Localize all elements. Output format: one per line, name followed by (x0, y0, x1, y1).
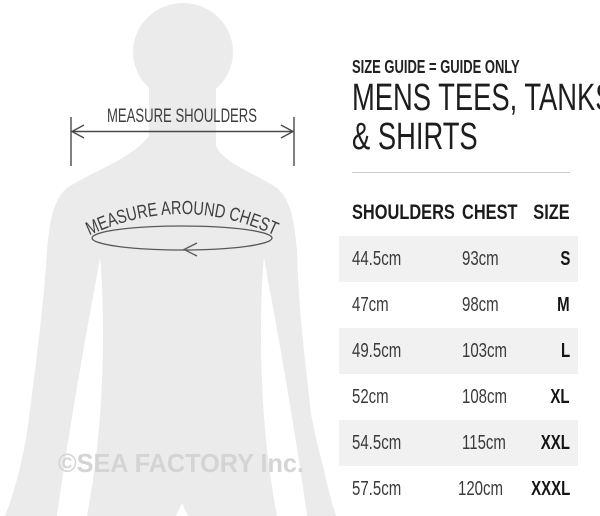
shoulders-value: 52cm (352, 385, 389, 408)
size-table-header: SHOULDERS CHEST SIZE (339, 190, 578, 235)
size-value: XL (550, 385, 570, 408)
size-value: S (559, 247, 570, 270)
shoulders-value: 54.5cm (352, 431, 402, 454)
shoulders-value: 44.5cm (352, 247, 402, 270)
chest-value: 98cm (462, 293, 499, 316)
chest-value: 103cm (462, 339, 508, 362)
chest-measure-ellipse (91, 225, 273, 257)
chest-value: 120cm (457, 477, 503, 500)
watermark-text: ©SEA FACTORY Inc. (58, 448, 304, 478)
chest-value: 93cm (462, 247, 499, 270)
head-silhouette (133, 3, 233, 101)
table-row-xxl: 54.5cm 115cm XXL (339, 420, 578, 466)
guide-eyebrow-text: SIZE GUIDE = GUIDE ONLY (352, 57, 520, 77)
column-header-size: SIZE (533, 200, 570, 224)
page-title-line2: & SHIRTS (352, 116, 478, 158)
measurement-figure: ©SEA FACTORY Inc. MEASURE SHOULDERS MEAS… (5, 3, 336, 516)
column-header-chest: CHEST (462, 200, 518, 224)
shoulders-value: 47cm (352, 293, 389, 316)
guide-eyebrow: SIZE GUIDE = GUIDE ONLY (352, 57, 585, 78)
column-header-shoulders: SHOULDERS (352, 200, 455, 224)
chest-value: 115cm (462, 431, 506, 454)
page-title: MENS TEES, TANKS & SHIRTS (352, 79, 600, 157)
size-value: XXXL (530, 477, 570, 500)
shoulders-value: 49.5cm (352, 339, 402, 362)
title-divider (352, 172, 570, 173)
measure-shoulders-label: MEASURE SHOULDERS (107, 106, 257, 127)
table-row-s: 44.5cm 93cm S (339, 236, 578, 282)
page-title-line1: MENS TEES, TANKS (352, 77, 600, 119)
size-table-body: 44.5cm 93cm S 47cm 98cm M 49.5cm 103cm L… (339, 236, 578, 512)
table-row-xxxl: 57.5cm 120cm XXXL (339, 466, 578, 512)
shoulder-measure-arrow (70, 117, 295, 166)
size-guide-panel: SIZE GUIDE = GUIDE ONLY MENS TEES, TANKS… (339, 0, 600, 516)
size-value: M (557, 293, 570, 316)
table-row-xl: 52cm 108cm XL (339, 374, 578, 420)
shoulders-value: 57.5cm (352, 477, 402, 500)
size-value: XXL (540, 431, 570, 454)
table-row-l: 49.5cm 103cm L (339, 328, 578, 374)
chest-value: 108cm (462, 385, 508, 408)
size-value: L (560, 339, 570, 362)
table-row-m: 47cm 98cm M (339, 282, 578, 328)
